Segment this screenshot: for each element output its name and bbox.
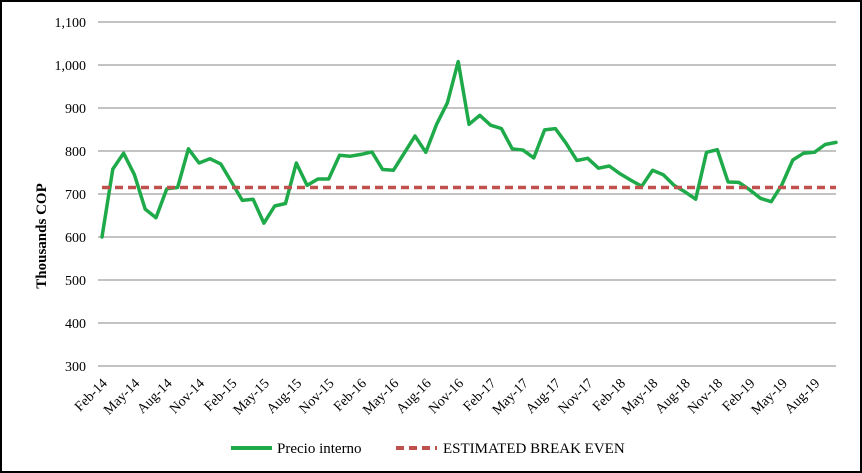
legend-label-precio-interno: Precio interno — [277, 441, 362, 457]
y-tick-label: 400 — [65, 317, 86, 332]
y-tick-label: 800 — [65, 145, 86, 160]
x-axis-ticks: Feb-14May-14Aug-14Nov-14Feb-15May-15Aug-… — [72, 376, 823, 418]
x-tick-label: Nov-17 — [556, 376, 597, 417]
y-tick-label: 700 — [65, 188, 86, 203]
x-tick-label: Aug-19 — [782, 376, 823, 417]
x-tick-label: May-17 — [490, 376, 532, 418]
x-tick-label: Nov-18 — [685, 376, 726, 417]
y-tick-label: 900 — [65, 102, 86, 117]
x-tick-label: May-19 — [749, 376, 791, 418]
y-tick-label: 300 — [65, 360, 86, 375]
x-tick-label: Aug-18 — [653, 376, 694, 417]
x-tick-label: May-15 — [231, 376, 273, 418]
x-tick-label: May-18 — [619, 376, 661, 418]
x-tick-label: Aug-14 — [135, 376, 176, 417]
series-lines — [100, 59, 838, 239]
legend-label-break-even: ESTIMATED BREAK EVEN — [443, 441, 625, 457]
x-tick-label: May-14 — [101, 376, 143, 418]
y-tick-label: 600 — [65, 231, 86, 246]
y-axis-label: Thousands COP — [34, 183, 50, 288]
y-tick-label: 500 — [65, 274, 86, 289]
legend: Precio interno ESTIMATED BREAK EVEN — [231, 441, 625, 457]
x-tick-label: Aug-15 — [264, 376, 305, 417]
x-tick-label: Aug-17 — [523, 376, 564, 417]
x-tick-label: Aug-16 — [394, 376, 435, 417]
y-tick-label: 1,000 — [55, 59, 87, 74]
x-tick-label: Nov-16 — [426, 376, 467, 417]
x-tick-label: Nov-14 — [167, 376, 208, 417]
x-tick-label: Nov-15 — [297, 376, 338, 417]
x-tick-label: May-16 — [360, 376, 402, 418]
y-tick-label: 1,100 — [55, 16, 87, 31]
y-axis-ticks: 300 400 500 600 700 800 900 1,000 1,100 — [55, 16, 87, 375]
series-line-precio-interno — [100, 59, 838, 239]
